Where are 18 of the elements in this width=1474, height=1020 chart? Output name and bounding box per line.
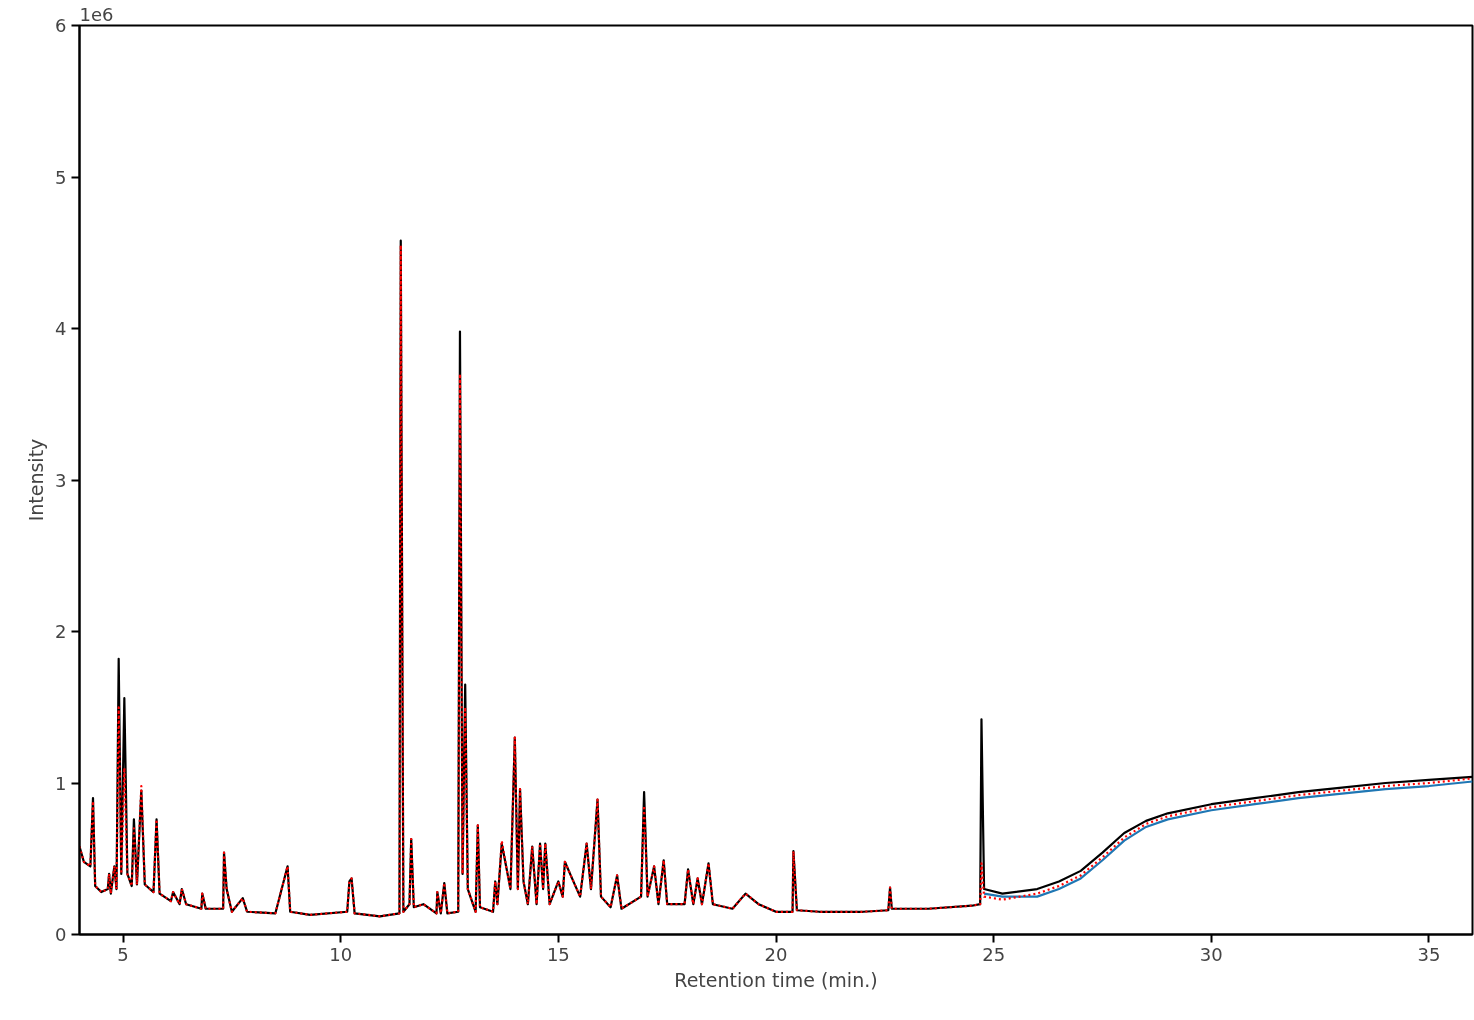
y-tick-label: 1: [55, 772, 67, 794]
x-tick-label: 25: [982, 943, 1006, 965]
text: 1e6: [79, 3, 114, 25]
y-tick-label: 5: [55, 166, 67, 188]
y-tick-label: 0: [55, 924, 67, 945]
y-tick-label: 2: [55, 621, 67, 642]
y-tick-label: 3: [55, 469, 67, 491]
x-tick-label: 20: [764, 943, 788, 965]
x-tick-label: 15: [546, 943, 570, 965]
line-series: [982, 780, 1473, 898]
y-tick-label: 4: [55, 318, 67, 339]
x-axis-title: Retention time (min.): [674, 968, 878, 991]
x-tick-label: 35: [1417, 943, 1441, 965]
x-tick-label: 10: [329, 943, 353, 965]
x-tick-label: 5: [117, 943, 129, 965]
y-tick-label: 6: [55, 15, 67, 36]
y-axis-title: Intensity: [25, 438, 48, 522]
x-tick-label: 30: [1199, 943, 1223, 965]
